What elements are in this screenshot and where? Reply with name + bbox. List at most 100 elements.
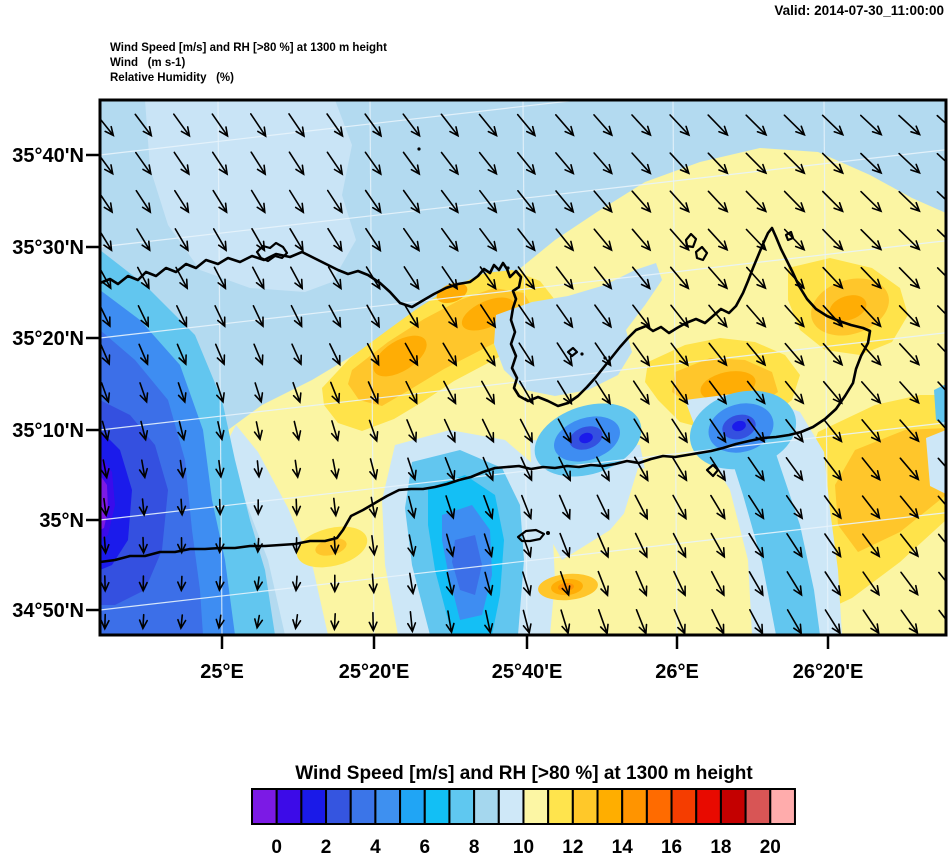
contour-patch: [829, 295, 867, 321]
wind-arrow: [631, 190, 652, 214]
lat-tick-label: 35°10'N: [12, 420, 84, 442]
wind-arrow: [786, 571, 803, 597]
wind-arrow: [291, 498, 302, 517]
wind-arrow: [364, 113, 383, 138]
wind-arrow: [521, 533, 532, 559]
wind-arrow: [521, 494, 533, 521]
wind-arrow: [860, 228, 883, 251]
wind-arrow: [440, 151, 460, 176]
wind-arrow: [253, 460, 263, 479]
wind-arrow: [822, 266, 844, 290]
wind-arrow: [251, 228, 266, 253]
wind-arrow: [898, 305, 921, 328]
wind-arrow: [100, 305, 111, 328]
lat-tick-label: 35°30'N: [12, 237, 84, 259]
wind-arrow: [177, 382, 187, 404]
wind-arrow: [937, 533, 946, 545]
graticule-parallel: [100, 332, 946, 431]
wind-arrow: [634, 494, 649, 521]
valid-timestamp: Valid: 2014-07-30_11:00:00: [774, 3, 944, 18]
wind-arrow: [253, 537, 263, 554]
wind-arrow: [517, 190, 536, 214]
wind-arrow: [482, 456, 494, 482]
wind-arrow: [745, 152, 768, 175]
wind-arrow: [176, 343, 187, 366]
wind-arrow: [327, 266, 342, 291]
wind-arrow: [138, 575, 148, 593]
colorbar-cell: [300, 788, 328, 825]
wind-arrow: [669, 228, 690, 252]
wind-arrow: [596, 456, 610, 483]
wind-arrow: [288, 189, 305, 214]
wind-arrow: [898, 152, 921, 175]
wind-arrow: [250, 189, 266, 214]
wind-arrow: [710, 532, 726, 559]
coastline-island: [255, 241, 289, 263]
wind-arrow: [785, 495, 804, 520]
wind-arrow: [253, 421, 263, 442]
wind-arrow: [596, 494, 610, 521]
wind-arrow: [823, 495, 842, 520]
wind-arrow: [670, 342, 689, 367]
wind-arrow: [441, 304, 458, 329]
wind-arrow: [368, 611, 378, 633]
colorbar-cell: [497, 788, 525, 825]
contour-patch: [579, 432, 593, 444]
wind-arrow: [860, 343, 882, 366]
wind-arrow: [211, 151, 229, 176]
wind-arrow: [291, 459, 302, 480]
wind-arrow: [100, 497, 110, 518]
wind-arrow: [559, 532, 571, 559]
wind-arrow: [862, 609, 880, 635]
wind-arrow: [176, 498, 187, 517]
lon-tick-label: 25°E: [200, 661, 244, 683]
wind-arrow: [173, 113, 191, 138]
wind-arrow: [519, 380, 534, 406]
wind-arrow: [326, 151, 344, 176]
lat-tick-label: 35°20'N: [12, 328, 84, 350]
wind-arrow: [631, 114, 652, 137]
wind-arrow: [748, 494, 765, 520]
coastline-island: [516, 528, 546, 543]
colorbar-tick-label: 12: [562, 837, 583, 854]
graticule-parallel: [100, 422, 946, 521]
wind-arrow: [635, 609, 648, 635]
wind-arrow: [213, 266, 227, 290]
graticule-parallel: [100, 512, 946, 611]
wind-arrow: [786, 533, 803, 559]
wind-arrow: [483, 533, 494, 559]
graticule-meridian: [823, 100, 829, 635]
colorbar-cell: [399, 788, 426, 825]
wind-arrow: [821, 114, 845, 137]
wind-arrow: [785, 418, 804, 443]
wind-arrow: [594, 380, 612, 406]
wind-arrow: [215, 498, 225, 517]
wind-arrow: [407, 534, 417, 558]
graticule-meridian: [672, 100, 678, 635]
wind-arrow: [445, 533, 455, 558]
wind-arrow: [139, 420, 149, 442]
colorbar-cell: [448, 788, 476, 825]
wind-arrow: [711, 609, 725, 635]
colorbar-tick-label: 20: [760, 837, 781, 854]
wind-arrow: [330, 536, 340, 556]
wind-arrow: [403, 227, 421, 253]
wind-arrow: [177, 614, 187, 631]
wind-arrow: [369, 458, 379, 481]
wind-arrow: [823, 457, 843, 482]
wind-arrow: [367, 381, 379, 405]
islet-dot: [580, 352, 584, 356]
wind-arrow: [215, 459, 225, 479]
wind-arrow: [784, 380, 805, 405]
wind-arrow: [136, 266, 150, 290]
wind-arrow: [402, 189, 421, 214]
wind-arrow: [480, 304, 497, 329]
wind-arrow: [215, 421, 225, 442]
wind-arrow: [364, 151, 382, 176]
wind-arrow: [594, 342, 612, 367]
wind-arrow: [937, 457, 946, 469]
wind-arrow: [898, 267, 921, 290]
wind-arrow: [746, 380, 766, 405]
wind-arrow: [174, 228, 189, 252]
wind-arrow: [748, 532, 765, 559]
